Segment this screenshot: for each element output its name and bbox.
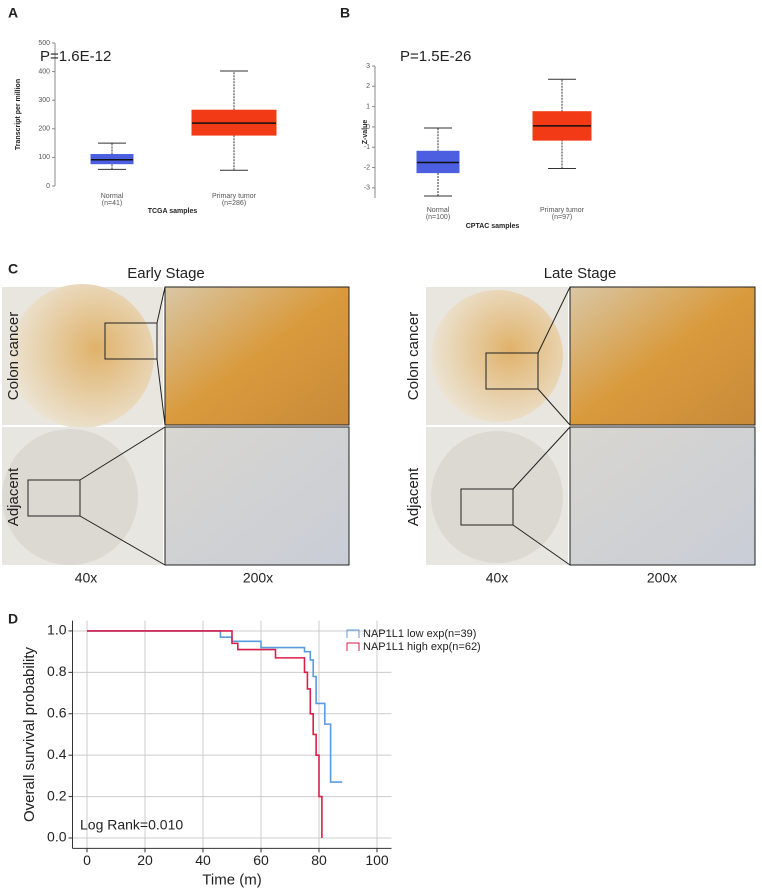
x-tick-label: Primary tumor: [540, 207, 585, 214]
y-tick-label: 300: [38, 97, 50, 104]
y-tick-label: 0: [366, 124, 370, 131]
annotation: Log Rank=0.010: [80, 817, 183, 833]
connector: [156, 358, 166, 426]
image: [164, 286, 350, 426]
image: [164, 426, 350, 566]
connector: [512, 524, 571, 566]
connector: [79, 515, 166, 566]
zoom-box: [27, 479, 81, 517]
y-tick-label: 2: [366, 83, 370, 90]
panel-label: C: [8, 261, 18, 277]
x-tick-label: 100: [365, 852, 389, 868]
image: [10, 284, 154, 428]
panel-label: D: [8, 611, 18, 627]
image: [431, 431, 563, 563]
x-tick-label: Normal: [101, 193, 124, 200]
y-tick-label: 500: [38, 40, 50, 47]
x-tick-label: 40: [195, 852, 211, 868]
magnification: 200x: [647, 570, 677, 586]
y-axis-label: Z-value: [362, 120, 369, 145]
x-axis-label: TCGA samples: [148, 208, 198, 215]
y-tick-label: 0.0: [47, 829, 67, 845]
x-tick-label: 0: [83, 852, 91, 868]
connector: [537, 388, 571, 426]
connector: [156, 286, 166, 324]
legend-swatch: [346, 629, 360, 638]
image: [569, 426, 756, 566]
y-tick-label: 1.0: [47, 622, 67, 638]
survival-curve: [87, 630, 343, 783]
panel-label: A: [8, 5, 18, 21]
y-tick-label: 0.2: [47, 787, 67, 803]
y-tick-label: 1: [366, 103, 370, 110]
legend-label: NAP1L1 low exp(n=39): [363, 628, 476, 640]
x-axis-label: Time (m): [202, 871, 261, 888]
row-label: Colon cancer: [5, 312, 22, 400]
image: [2, 429, 138, 565]
y-tick-label: 0.6: [47, 704, 67, 720]
x-tick-label: 60: [253, 852, 269, 868]
y-tick-label: 100: [38, 154, 50, 161]
row-label: Colon cancer: [405, 312, 422, 400]
y-tick-label: -2: [364, 164, 370, 171]
stage-label: Early Stage: [127, 265, 205, 282]
connector: [537, 286, 571, 354]
x-tick-label: 20: [137, 852, 153, 868]
zoom-box: [104, 322, 158, 360]
y-tick-label: 200: [38, 126, 50, 133]
x-tick-note: (n=100): [426, 214, 450, 221]
connector: [512, 426, 571, 490]
ihc-panel: Early Stage Late Stage Colon cancer Adja…: [2, 265, 756, 586]
connector: [79, 426, 166, 481]
y-tick-label: 0.4: [47, 746, 67, 762]
x-tick-note: (n=41): [102, 200, 122, 207]
row-label: Adjacent: [5, 467, 22, 526]
y-tick-label: 400: [38, 68, 50, 75]
y-tick-label: -3: [364, 185, 370, 192]
panel-label: B: [340, 5, 350, 21]
annotation: P=1.6E-12: [40, 48, 111, 65]
image: [569, 286, 756, 426]
legend-swatch: [346, 642, 360, 651]
x-tick-label: Primary tumor: [212, 193, 257, 200]
magnification: 40x: [486, 570, 509, 586]
x-tick-note: (n=286): [222, 200, 246, 207]
survival-curve: [87, 630, 323, 838]
stage-label: Late Stage: [544, 265, 617, 282]
y-tick-label: 0.8: [47, 663, 67, 679]
y-tick-label: 3: [366, 63, 370, 70]
x-tick-label: Normal: [427, 207, 450, 214]
annotation: P=1.5E-26: [400, 48, 471, 65]
y-axis-label: Overall survival probability: [21, 646, 38, 822]
zoom-box: [485, 352, 539, 390]
zoom-box: [460, 488, 514, 526]
magnification: 40x: [75, 570, 98, 586]
x-tick-note: (n=97): [552, 214, 572, 221]
y-tick-label: 0: [46, 183, 50, 190]
row-label: Adjacent: [405, 467, 422, 526]
image: [431, 290, 563, 422]
x-tick-label: 80: [311, 852, 327, 868]
y-axis-label: Transcript per million: [15, 79, 22, 150]
magnification: 200x: [243, 570, 273, 586]
legend-label: NAP1L1 high exp(n=62): [363, 641, 481, 653]
y-tick-label: -1: [364, 144, 370, 151]
x-axis-label: CPTAC samples: [466, 223, 520, 230]
